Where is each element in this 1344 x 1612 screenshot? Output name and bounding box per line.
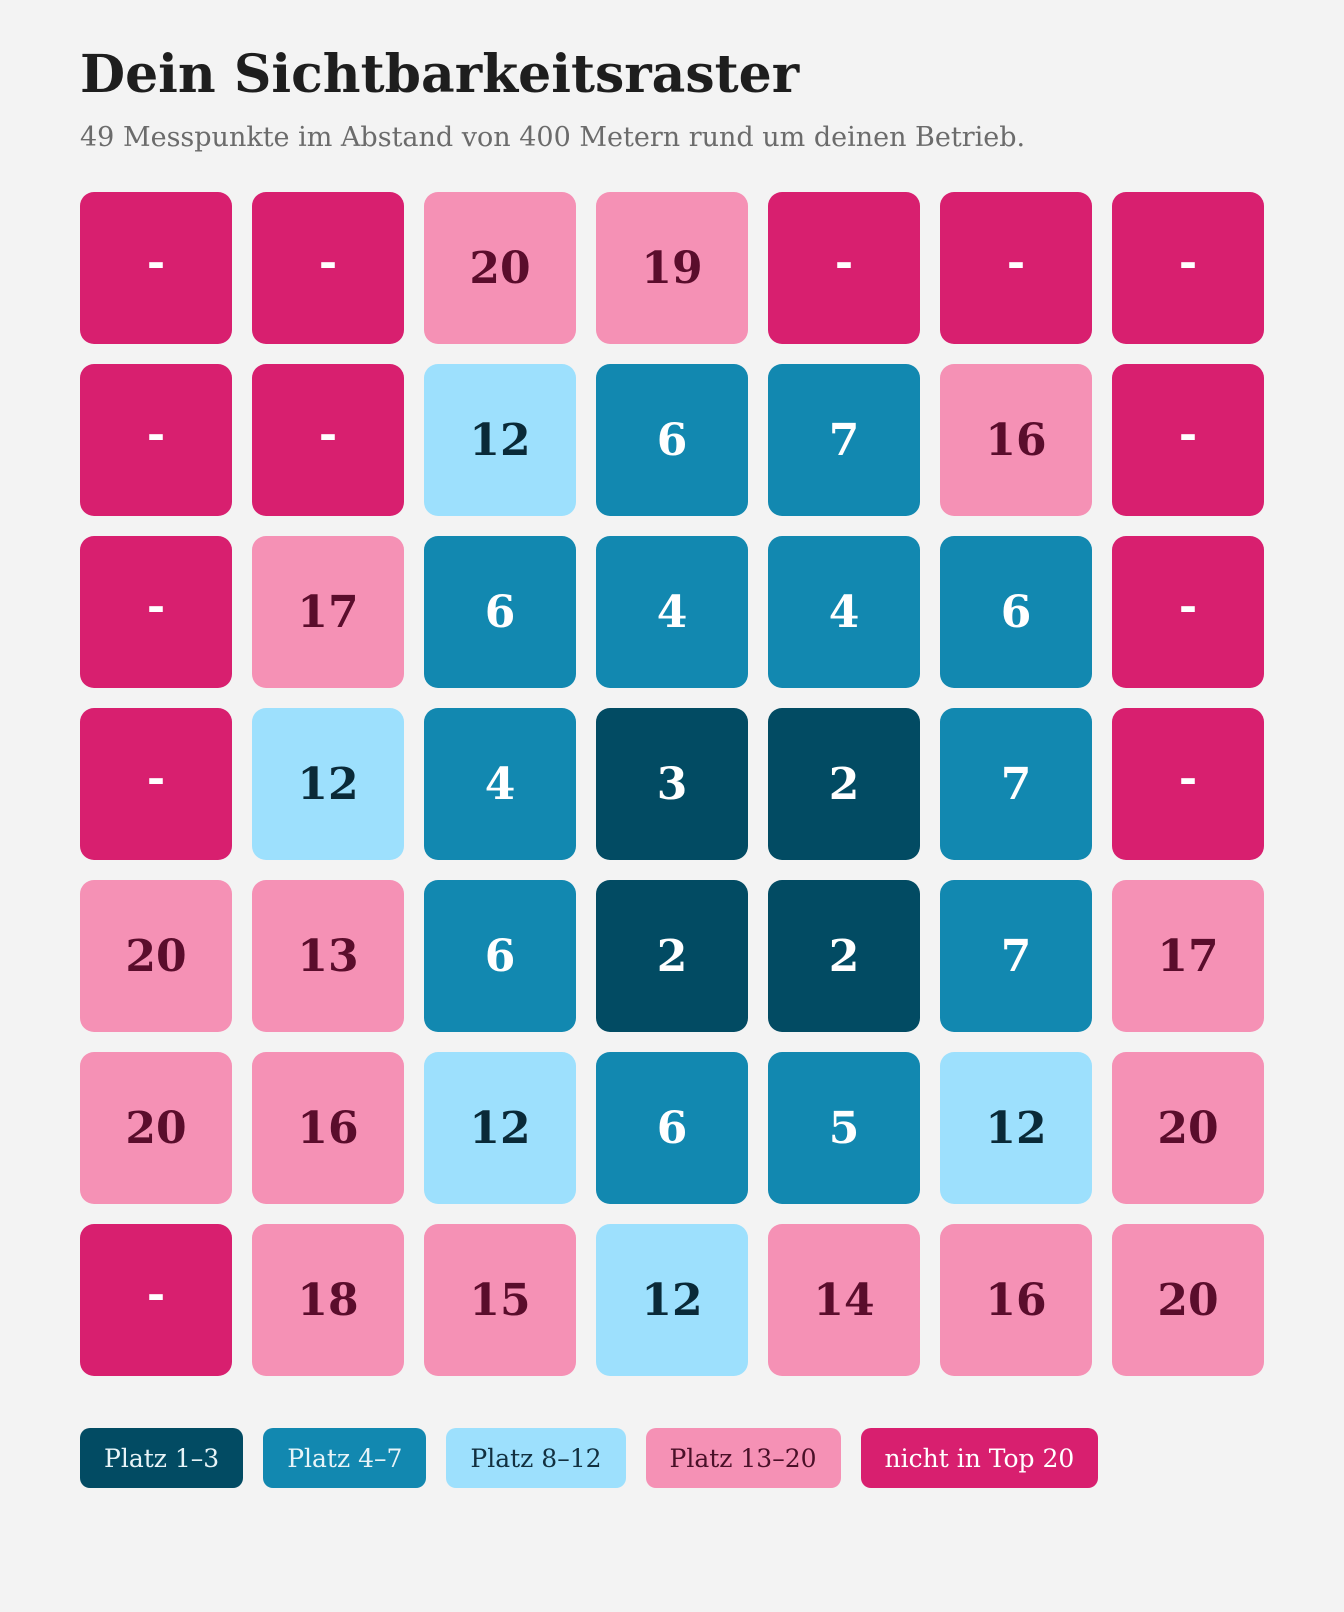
grid-cell-r1-c1: - (80, 192, 232, 344)
grid-cell-r2-c5: 7 (768, 364, 920, 516)
legend-rank-8-12: Platz 8–12 (446, 1428, 626, 1488)
legend-rank-13-20: Platz 13–20 (645, 1428, 841, 1488)
legend: Platz 1–3 Platz 4–7 Platz 8–12 Platz 13–… (80, 1428, 1099, 1488)
grid-cell-r5-c1: 20 (80, 880, 232, 1032)
grid-cell-r6-c5: 5 (768, 1052, 920, 1204)
grid-cell-r6-c6: 12 (940, 1052, 1092, 1204)
grid-cell-r2-c1: - (80, 364, 232, 516)
grid-cell-r1-c4: 19 (596, 192, 748, 344)
grid-cell-r2-c3: 12 (424, 364, 576, 516)
grid-cell-r2-c4: 6 (596, 364, 748, 516)
grid-cell-r3-c2: 17 (252, 536, 404, 688)
grid-cell-r7-c2: 18 (252, 1224, 404, 1376)
grid-cell-r6-c3: 12 (424, 1052, 576, 1204)
grid-cell-r7-c6: 16 (940, 1224, 1092, 1376)
grid-cell-r4-c2: 12 (252, 708, 404, 860)
grid-cell-r5-c4: 2 (596, 880, 748, 1032)
grid-cell-r4-c1: - (80, 708, 232, 860)
grid-cell-r5-c2: 13 (252, 880, 404, 1032)
grid-cell-r5-c3: 6 (424, 880, 576, 1032)
page-subtitle: 49 Messpunkte im Abstand von 400 Metern … (80, 122, 1026, 153)
grid-cell-r3-c5: 4 (768, 536, 920, 688)
grid-cell-r1-c2: - (252, 192, 404, 344)
grid-cell-r3-c4: 4 (596, 536, 748, 688)
grid-cell-r6-c4: 6 (596, 1052, 748, 1204)
grid-cell-r4-c5: 2 (768, 708, 920, 860)
grid-cell-r1-c7: - (1112, 192, 1264, 344)
grid-cell-r6-c2: 16 (252, 1052, 404, 1204)
grid-cell-r2-c7: - (1112, 364, 1264, 516)
grid-cell-r5-c7: 17 (1112, 880, 1264, 1032)
grid-cell-r2-c6: 16 (940, 364, 1092, 516)
legend-rank-1-3: Platz 1–3 (80, 1428, 244, 1488)
grid-cell-r3-c7: - (1112, 536, 1264, 688)
grid-cell-r1-c6: - (940, 192, 1092, 344)
grid-cell-r7-c4: 12 (596, 1224, 748, 1376)
grid-cell-r4-c3: 4 (424, 708, 576, 860)
grid-cell-r7-c5: 14 (768, 1224, 920, 1376)
grid-cell-r7-c1: - (80, 1224, 232, 1376)
grid-cell-r3-c3: 6 (424, 536, 576, 688)
grid-cell-r4-c4: 3 (596, 708, 748, 860)
grid-cell-r7-c7: 20 (1112, 1224, 1264, 1376)
grid-cell-r4-c7: - (1112, 708, 1264, 860)
grid-cell-r7-c3: 15 (424, 1224, 576, 1376)
grid-cell-r6-c7: 20 (1112, 1052, 1264, 1204)
page-title: Dein Sichtbarkeitsraster (80, 44, 800, 105)
grid-cell-r4-c6: 7 (940, 708, 1092, 860)
grid-cell-r3-c6: 6 (940, 536, 1092, 688)
grid-cell-r5-c5: 2 (768, 880, 920, 1032)
grid-cell-r6-c1: 20 (80, 1052, 232, 1204)
visibility-grid: - -20 19- - - - -12 6 7 16- -17 6 4 4 6- -12 4 3 2 7-20 13 6 2… (80, 192, 1264, 1376)
grid-cell-r1-c3: 20 (424, 192, 576, 344)
grid-cell-r2-c2: - (252, 364, 404, 516)
grid-cell-r1-c5: - (768, 192, 920, 344)
grid-cell-r5-c6: 7 (940, 880, 1092, 1032)
legend-not-in-top-20: nicht in Top 20 (860, 1428, 1099, 1488)
grid-cell-r3-c1: - (80, 536, 232, 688)
legend-rank-4-7: Platz 4–7 (263, 1428, 427, 1488)
